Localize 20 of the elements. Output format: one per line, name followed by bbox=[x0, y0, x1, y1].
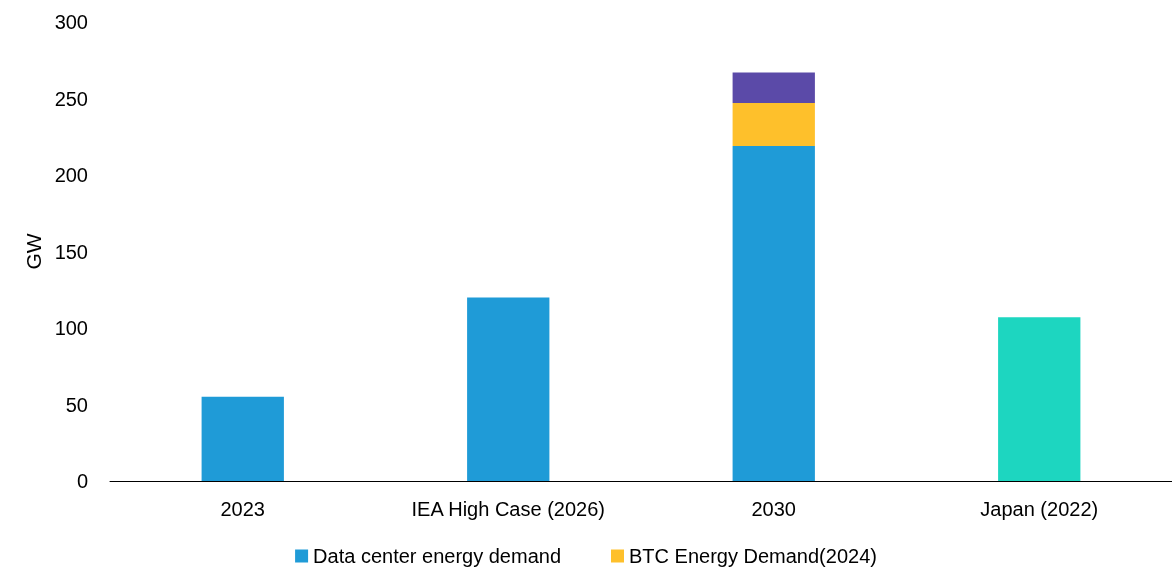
legend-label: Data center energy demand bbox=[313, 545, 562, 567]
y-tick-label: 50 bbox=[65, 393, 88, 416]
legend-label: BTC Energy Demand(2024) bbox=[629, 545, 877, 567]
x-tick-label: Japan (2022) bbox=[980, 498, 1099, 520]
bar bbox=[732, 103, 815, 146]
x-tick-label: IEA High Case (2026) bbox=[411, 498, 605, 520]
x-tick-label: 2023 bbox=[220, 498, 265, 520]
y-axis-title: GW bbox=[21, 233, 45, 270]
x-tick-label: 2030 bbox=[751, 498, 796, 520]
bar bbox=[732, 72, 815, 104]
y-tick-label: 150 bbox=[54, 240, 88, 263]
y-tick-label: 100 bbox=[54, 317, 88, 339]
bar bbox=[467, 297, 550, 481]
y-tick-label: 0 bbox=[76, 470, 88, 492]
y-tick-label: 200 bbox=[54, 164, 88, 186]
y-tick-label: 300 bbox=[54, 11, 88, 33]
bar bbox=[732, 145, 815, 481]
bar bbox=[201, 396, 284, 481]
y-tick-label: 250 bbox=[54, 87, 88, 110]
bar bbox=[998, 317, 1081, 481]
